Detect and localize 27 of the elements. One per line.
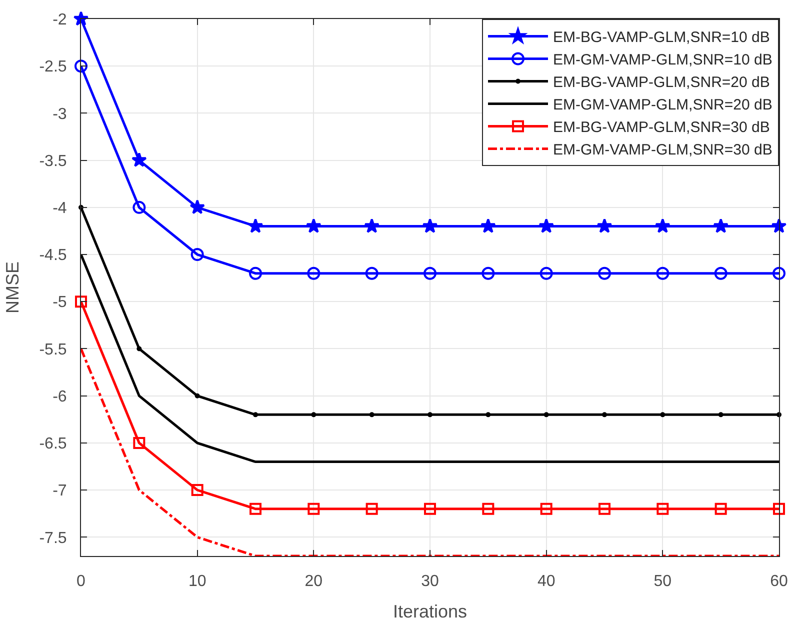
x-tick-label: 0 <box>76 573 86 590</box>
y-tick-label: -2.5 <box>39 58 67 76</box>
y-tick-label: -4 <box>52 200 67 218</box>
y-axis-title: NMSE <box>2 261 22 314</box>
legend-label: EM-BG-VAMP-GLM,SNR=20 dB <box>553 74 770 92</box>
y-tick-label: -3.5 <box>39 152 67 170</box>
y-tick-label: -5 <box>52 294 67 312</box>
y-tick-label: -3 <box>52 106 67 123</box>
legend-label: EM-BG-VAMP-GLM,SNR=30 dB <box>553 119 770 136</box>
x-tick-label: 40 <box>537 573 556 590</box>
legend-label: EM-GM-VAMP-GLM,SNR=20 dB <box>553 96 772 114</box>
x-tick-label: 30 <box>421 573 439 590</box>
y-tick-label: -5.5 <box>39 341 67 358</box>
x-tick-label: 50 <box>654 573 672 590</box>
y-tick-label: -6.5 <box>39 436 67 453</box>
y-tick-label: -7 <box>52 482 67 500</box>
legend-label: EM-GM-VAMP-GLM,SNR=10 dB <box>553 52 772 69</box>
legend-label: EM-BG-VAMP-GLM,SNR=10 dB <box>553 29 770 46</box>
x-axis-title: Iterations <box>392 601 468 622</box>
legend-label: EM-GM-VAMP-GLM,SNR=30 dB <box>553 142 772 159</box>
y-tick-label: -6 <box>52 388 67 406</box>
y-tick-label: -7.5 <box>39 530 67 547</box>
x-tick-label: 10 <box>188 573 206 590</box>
y-tick-label: -4.5 <box>39 247 67 264</box>
y-tick-label: -2 <box>52 12 67 29</box>
x-tick-label: 60 <box>770 573 788 590</box>
x-tick-label: 20 <box>304 573 323 590</box>
